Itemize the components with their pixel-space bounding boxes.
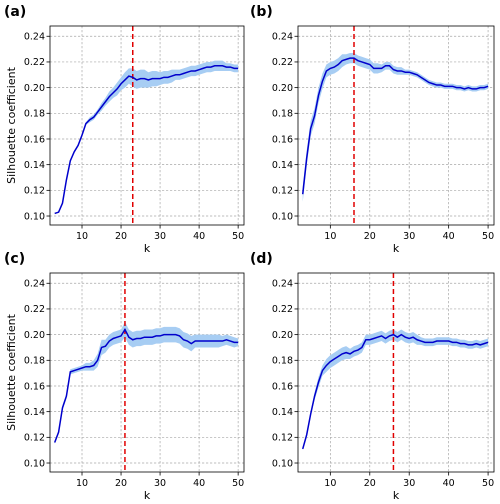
x-tick-label: 30 [154,231,166,242]
x-tick-label: 50 [232,478,244,489]
panel-label: (d) [250,251,273,267]
y-tick-label: 0.14 [24,407,45,418]
panel-label: (b) [250,4,273,20]
panel-label: (a) [4,4,26,20]
y-tick-label: 0.16 [24,381,45,392]
y-tick-label: 0.18 [272,356,293,367]
y-tick-label: 0.22 [24,304,45,315]
x-axis-label: k [393,489,400,502]
x-tick-label: 20 [115,231,127,242]
y-tick-label: 0.16 [272,381,293,392]
y-tick-label: 0.22 [24,57,45,68]
panel-a: 10 20 30 40 50 0.10 0.12 0.14 0.16 0.18 0.20 0.22 0.… [4,4,245,255]
x-tick-label: 10 [76,231,88,242]
x-tick-label: 40 [193,478,205,489]
y-tick-label: 0.24 [272,279,293,290]
x-tick-label: 50 [482,478,494,489]
x-axis-label: k [144,489,151,502]
y-tick-label: 0.16 [272,134,293,145]
plot-frame [297,25,495,226]
x-tick-label: 30 [154,478,166,489]
x-tick-label: 40 [443,231,455,242]
x-tick-label: 20 [364,478,376,489]
panel-d: 10 20 30 40 50 0.10 0.12 0.14 0.16 0.18 0.20 0.22 0.… [250,251,495,502]
panel-c: 10 20 30 40 50 0.10 0.12 0.14 0.16 0.18 0.20 0.22 0.… [4,251,245,502]
y-axis-label: Silhouette coefficient [5,66,18,183]
panel-label: (c) [4,251,25,267]
plot-frame [297,272,495,473]
plot-frame [49,25,245,226]
y-tick-label: 0.20 [24,83,45,94]
x-tick-label: 10 [324,478,336,489]
x-tick-label: 30 [403,478,415,489]
x-tick-label: 30 [403,231,415,242]
y-tick-label: 0.22 [272,304,293,315]
y-tick-label: 0.10 [24,211,45,222]
y-tick-label: 0.20 [272,83,293,94]
x-tick-label: 20 [115,478,127,489]
y-tick-label: 0.10 [272,211,293,222]
x-tick-label: 10 [76,478,88,489]
confidence-band [302,329,489,451]
mean-silhouette-line [302,333,489,450]
y-tick-label: 0.22 [272,57,293,68]
mean-silhouette-line [54,65,239,215]
y-tick-label: 0.20 [24,330,45,341]
y-tick-label: 0.10 [24,458,45,469]
y-tick-label: 0.24 [24,279,45,290]
plot-frame [49,272,245,473]
y-tick-label: 0.12 [24,186,45,197]
y-tick-label: 0.12 [24,433,45,444]
y-tick-label: 0.14 [272,407,293,418]
y-tick-label: 0.14 [272,160,293,171]
x-tick-label: 10 [324,231,336,242]
y-tick-label: 0.18 [272,109,293,120]
x-axis-label: k [393,242,400,255]
y-tick-label: 0.20 [272,330,293,341]
y-tick-label: 0.10 [272,458,293,469]
mean-silhouette-line [53,327,239,443]
y-tick-label: 0.24 [272,32,293,43]
y-tick-label: 0.18 [24,356,45,367]
y-tick-label: 0.18 [24,109,45,120]
y-tick-label: 0.12 [272,186,293,197]
x-axis-label: k [144,242,151,255]
x-tick-label: 20 [364,231,376,242]
x-tick-label: 40 [193,231,205,242]
y-tick-label: 0.24 [24,32,45,43]
mean-silhouette-line [301,57,489,195]
x-tick-label: 50 [232,231,244,242]
y-tick-label: 0.14 [24,160,45,171]
x-tick-label: 50 [482,231,494,242]
x-tick-label: 40 [443,478,455,489]
y-tick-label: 0.12 [272,433,293,444]
y-axis-label: Silhouette coefficient [5,313,18,430]
panel-b: 10 20 30 40 50 0.10 0.12 0.14 0.16 0.18 0.20 0.22 0.… [250,4,495,255]
y-tick-label: 0.16 [24,134,45,145]
